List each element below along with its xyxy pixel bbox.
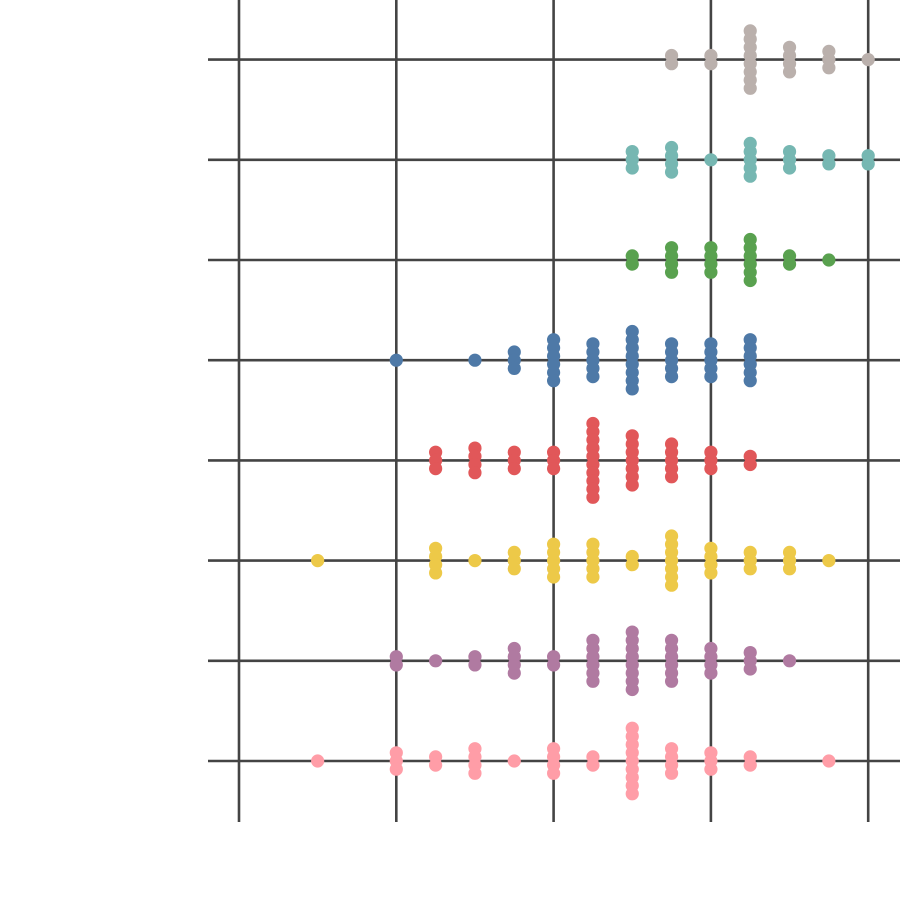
- data-point: [743, 758, 757, 772]
- data-point: [507, 361, 521, 375]
- data-point: [625, 682, 639, 697]
- data-point: [782, 654, 797, 668]
- series-4: [389, 324, 757, 396]
- data-point: [389, 658, 403, 672]
- data-point: [822, 61, 836, 75]
- series-2: [311, 529, 836, 592]
- data-point: [704, 462, 718, 476]
- data-point: [664, 265, 679, 279]
- data-point: [743, 169, 757, 183]
- data-point: [586, 674, 600, 688]
- data-point: [507, 462, 521, 476]
- data-point: [625, 558, 639, 572]
- data-point: [704, 370, 718, 384]
- data-point: [861, 53, 875, 67]
- data-point: [625, 478, 639, 492]
- series-0: [311, 721, 836, 801]
- series-6: [625, 136, 875, 183]
- data-point: [782, 562, 797, 576]
- data-point: [429, 758, 443, 772]
- data-point: [822, 554, 836, 568]
- data-point: [468, 353, 482, 367]
- data-point: [704, 762, 718, 776]
- data-point: [311, 754, 325, 768]
- data-point: [743, 81, 757, 95]
- data-point: [625, 787, 639, 801]
- data-point: [468, 766, 482, 780]
- data-point: [664, 674, 679, 688]
- data-point: [743, 562, 757, 576]
- data-point: [822, 157, 836, 171]
- data-point: [743, 374, 757, 388]
- data-point: [429, 462, 443, 476]
- data-point: [507, 754, 521, 768]
- data-point: [507, 666, 521, 680]
- data-point: [704, 57, 718, 71]
- data-point: [782, 257, 797, 271]
- data-point: [782, 161, 797, 175]
- data-point: [547, 374, 561, 388]
- data-point: [429, 566, 443, 580]
- data-point: [704, 153, 718, 167]
- data-point: [664, 370, 679, 384]
- data-point: [664, 165, 679, 179]
- data-point: [429, 654, 443, 668]
- data-point: [664, 766, 679, 780]
- data-point: [782, 65, 797, 79]
- data-points: [311, 24, 875, 801]
- data-point: [586, 370, 600, 384]
- data-point: [586, 570, 600, 584]
- data-point: [547, 570, 561, 584]
- data-point: [507, 562, 521, 576]
- data-point: [468, 466, 482, 480]
- data-point: [547, 766, 561, 780]
- data-point: [547, 658, 561, 672]
- data-point: [586, 758, 600, 772]
- data-point: [743, 273, 757, 288]
- data-point: [822, 253, 836, 267]
- grid-lines: [208, 0, 900, 822]
- series-3: [429, 416, 757, 504]
- data-point: [625, 161, 639, 175]
- data-point: [704, 265, 718, 279]
- series-7: [664, 24, 875, 95]
- data-point: [625, 382, 639, 396]
- data-point: [389, 762, 403, 776]
- data-point: [547, 462, 561, 476]
- data-point: [664, 578, 679, 592]
- data-point: [704, 566, 718, 580]
- data-point: [861, 157, 875, 171]
- series-1: [389, 625, 797, 697]
- data-point: [468, 554, 482, 568]
- data-point: [743, 457, 757, 472]
- data-point: [625, 257, 639, 271]
- data-point: [311, 554, 325, 568]
- data-point: [586, 490, 600, 504]
- series-5: [625, 232, 836, 288]
- data-point: [664, 470, 679, 484]
- data-point: [389, 353, 403, 367]
- data-point: [664, 57, 679, 71]
- data-point: [822, 754, 836, 768]
- data-point: [468, 658, 482, 672]
- data-point: [743, 662, 757, 676]
- data-point: [704, 666, 718, 680]
